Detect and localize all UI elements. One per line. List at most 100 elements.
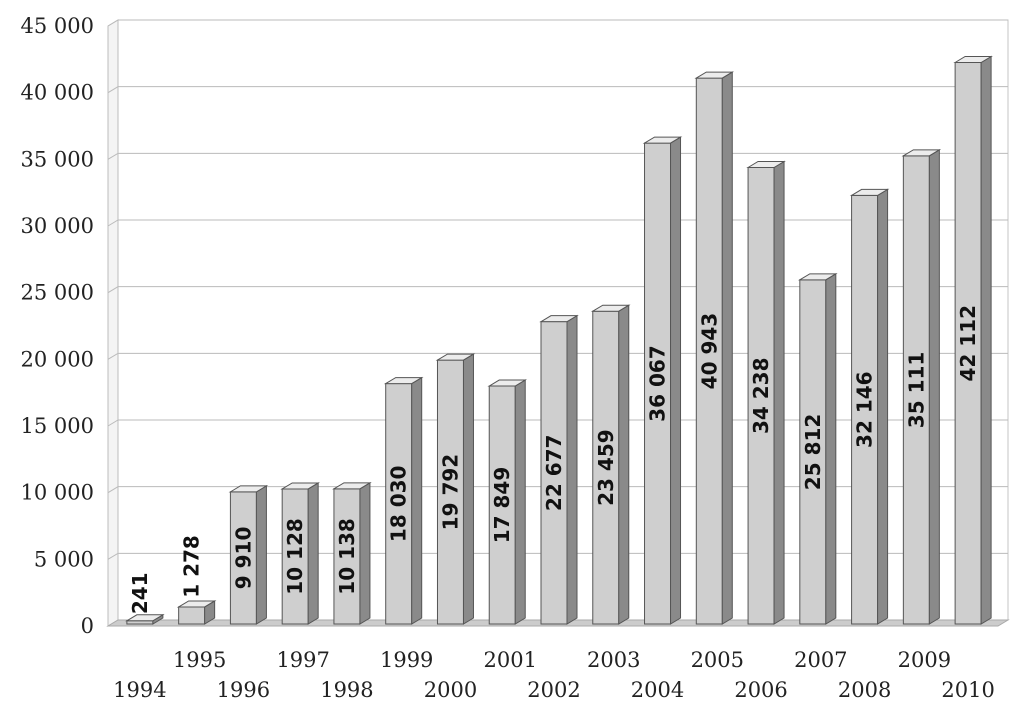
bar-front [333,488,361,625]
bar-1994 [125,613,165,625]
data-label: 36 067 [646,345,670,422]
y-tick-label: 40 000 [21,81,94,105]
data-label: 34 238 [749,357,773,434]
bar-side [773,160,785,625]
x-tick-label: 2000 [424,678,477,702]
bar-top [694,71,735,79]
bar-2004 [642,136,683,625]
data-label: 9 910 [231,527,255,590]
x-tick-label: 2002 [527,678,580,702]
bar-side [670,136,682,625]
x-tick-label: 2009 [898,648,951,672]
bar-top [125,614,165,622]
y-tick-label: 5 000 [34,547,94,571]
y-tick-label: 45 000 [21,14,94,38]
x-tick-label: 2007 [794,648,847,672]
bar-side [307,482,319,625]
x-tick-label: 2010 [941,678,994,702]
bar-front [747,166,775,625]
bar-top [435,353,476,361]
bar-front [385,383,413,625]
bar-top [590,304,631,312]
bar-1998 [332,481,372,625]
bar-top [642,136,683,144]
bar-side [928,148,940,625]
bar-top [746,160,786,168]
plot-side-wall [107,19,119,627]
bar-top [798,273,838,281]
bar-top [953,56,993,64]
bar-side [411,376,423,625]
x-tick-label: 2005 [691,648,744,672]
y-tick-label: 35 000 [21,147,94,171]
data-label: 17 849 [490,467,514,544]
x-tick-label: 2008 [838,678,891,702]
x-tick-label: 1999 [380,648,433,672]
bar-1999 [383,376,424,625]
x-tick-label: 2003 [587,648,640,672]
y-tick-label: 20 000 [21,347,94,371]
y-tick-label: 0 [81,614,94,638]
bar-1996 [228,484,269,625]
bar-front [488,385,516,625]
bar-side [514,379,526,625]
data-label: 42 112 [956,305,980,382]
x-tick-label: 2004 [631,678,684,702]
bar-front [592,310,620,625]
bar-top [176,600,217,608]
bar-side [566,314,578,625]
bar-side [877,188,889,625]
data-label: 40 943 [697,313,721,390]
bar-2006 [746,160,786,625]
bar-front [695,77,723,625]
data-label: 10 138 [335,518,359,595]
y-tick-label: 15 000 [21,414,94,438]
x-tick-label: 1995 [173,648,226,672]
bar-side [721,71,733,625]
bar-top [849,188,890,196]
bar-2009 [901,148,942,625]
data-label: 23 459 [594,429,618,506]
data-label: 19 792 [438,454,462,531]
data-label: 22 677 [542,435,566,512]
bar-2002 [539,314,579,625]
bar-front [178,606,206,625]
y-tick-label: 30 000 [21,214,94,238]
x-tick-label: 1994 [113,678,166,702]
bar-top [332,482,372,490]
bar-1995 [176,600,217,625]
bar-2010 [953,55,993,625]
bar-2000 [435,353,476,625]
bar-1997 [280,482,320,625]
data-label: 25 812 [801,414,825,491]
bar-front [954,62,982,625]
data-label: 35 111 [904,352,928,429]
y-tick-label: 25 000 [21,281,94,305]
bar-side [255,484,267,625]
bar-2005 [694,71,735,625]
bar-2007 [798,272,838,625]
bar-top [228,485,269,493]
bar-side [980,55,992,625]
bar-top [383,377,424,385]
bar-front [902,155,930,625]
bar-top [280,482,320,490]
data-label: 10 128 [283,518,307,595]
bar-side [618,304,630,625]
data-label: 18 030 [387,466,411,543]
bar-top [901,149,942,157]
bar-side [359,481,371,625]
bar-top [487,379,528,387]
x-tick-label: 1998 [320,678,373,702]
data-label: 32 146 [853,371,877,448]
bar-front [281,488,309,625]
x-tick-label: 1996 [217,678,270,702]
bar-front [644,142,672,625]
gridline [107,19,1008,27]
bar-2001 [487,379,528,625]
y-tick-label: 10 000 [21,481,94,505]
bar-front [229,491,257,625]
x-tick-label: 2006 [734,678,787,702]
bar-front [799,279,827,625]
